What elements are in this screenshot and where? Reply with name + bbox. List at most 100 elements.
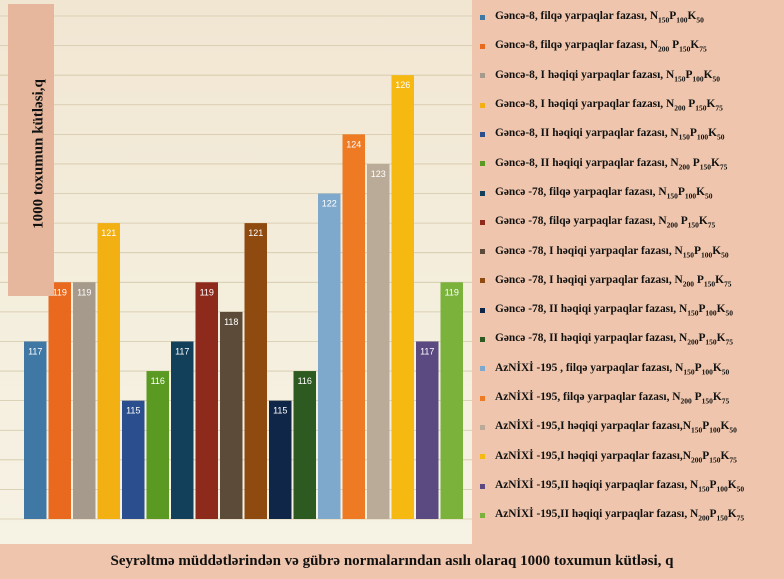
bar [318,193,341,519]
legend-formula-element: N [670,156,679,169]
legend-formula-subscript: 50 [729,425,737,435]
legend-formula-element: N [649,10,659,23]
legend-formula-element: K [698,215,708,228]
legend-item: Gəncə-8, filqə yarpaqlar fazası, N150P10… [478,4,704,31]
legend-formula-element: N [665,98,675,110]
legend-formula-element: P [709,478,717,491]
bar-value-label: 119 [445,287,459,297]
legend-label-text: AzNİXİ -195, filqə yarpaqlar fazası, [495,391,673,403]
legend-item: AzNİXİ -195, filqə yarpaqlar fazası, N20… [478,385,729,412]
legend-label: AzNİXİ -195,II həqiqi yarpaqlar fazası, … [495,479,744,493]
legend-formula-element: P [694,361,702,374]
bar [48,282,71,519]
legend-formula-element: P [689,127,697,140]
legend-item: AzNİXİ -195,I həqiqi yarpaqlar fazası,N1… [478,414,737,441]
legend-label: Gəncə-8, I həqiqi yarpaqlar fazası, N150… [495,69,720,83]
legend-swatch [480,161,485,167]
legend-formula-subscript: 100 [684,191,697,201]
legend-formula-subscript: 50 [721,366,730,376]
bar [391,75,414,520]
legend-formula-element: N [690,508,699,521]
y-axis-label: 1000 toxumun kütləsi,q [30,79,47,229]
legend-label: AzNİXİ -195,I həqiqi yarpaqlar fazası,N2… [495,450,737,464]
legend-formula-subscript: 75 [736,513,745,523]
bar [342,134,365,519]
legend-formula-element: N [658,215,667,228]
legend-label-text: AzNİXİ -195 , filqə yarpaqlar fazası, [495,361,676,374]
legend-swatch [480,424,485,430]
legend-swatch [480,14,485,20]
bar [440,282,463,519]
legend-formula-subscript: 100 [696,132,709,142]
legend-item: AzNİXİ -195 , filqə yarpaqlar fazası, N 1… [478,356,729,383]
legend-label: Gəncə-8, filqə yarpaqlar fazası, N200 P1… [495,39,707,53]
legend-formula-element: N [670,127,679,140]
bar [171,341,194,519]
bar-value-label: 119 [53,287,67,297]
legend-formula-element: K [720,449,730,462]
legend-formula-element: P [694,244,701,257]
bar-value-label: 117 [420,346,434,356]
legend-label-text: Gəncə-8, filqə yarpaqlar fazası, [495,39,650,52]
legend-formula-subscript: 50 [721,249,729,259]
bar-value-label: 119 [77,287,91,297]
legend-formula-element: P [702,449,710,462]
legend-label-text: Gəncə-8, II həqiqi yarpaqlar fazası, [495,156,671,169]
legend-formula-element: N [675,361,684,374]
legend-formula-element: N [665,68,675,81]
legend-formula-subscript: 150 [690,425,703,435]
legend-formula-element: K [706,98,716,110]
legend-formula-subscript: 150 [705,337,717,347]
legend-formula-subscript: 150 [687,220,699,230]
legend-item: Gəncə-8, I həqiqi yarpaqlar fazası, N150… [478,63,720,90]
legend-label-text: Gəncə-8, I həqiqi yarpaqlar fazası, [495,68,666,81]
legend-formula-element: P [685,68,693,81]
legend-formula-element: P [677,215,688,228]
bar-value-label: 115 [273,406,287,416]
legend-formula-subscript: 75 [715,103,723,113]
legend-label-text: Gəncə -78, I həqiqi yarpaqlar fazası, [495,244,675,257]
legend-formula-subscript: 150 [682,249,694,259]
bar-chart: 117 119 119 121 115 116 117 119 118 121 115 116 122 1… [0,15,472,520]
legend-formula-subscript: 200 [698,513,710,523]
legend-label-text: Gəncə-8, I həqiqi yarpaqlar fazası, [495,98,666,110]
bar [416,341,439,519]
legend-label-text: Gəncə-8, II həqiqi yarpaqlar fazası, [495,127,671,140]
legend-label: Gəncə-8, I həqiqi yarpaqlar fazası, N200… [495,98,723,112]
legend-swatch [480,512,485,518]
legend-label-text: Gəncə -78, filqə yarpaqlar fazası, [495,215,659,228]
legend-formula-subscript: 75 [699,44,707,54]
legend-formula-element: N [674,273,683,286]
legend-formula-element: N [672,391,681,403]
legend-formula-element: K [720,420,730,433]
legend-formula-subscript: 200 [680,396,692,406]
legend-formula-subscript: 200 [682,279,694,289]
legend-swatch [480,395,485,401]
legend-label-text: AzNİXİ -195,I həqiqi yarpaqlar fazası, [495,449,683,462]
legend-formula-subscript: 100 [709,425,721,435]
legend-formula-subscript: 150 [716,513,728,523]
legend-formula-subscript: 100 [701,366,713,376]
legend-label: Gəncə -78, II həqiqi yarpaqlar fazası, N… [495,303,733,317]
legend-formula-element: K [690,39,700,52]
legend-swatch [480,337,485,343]
x-axis-label-box: Seyrəltmə müddətlərindən və gübrə normal… [0,544,784,579]
legend-swatch [480,307,485,313]
legend-formula-element: P [685,98,696,110]
legend-swatch [480,366,485,372]
bar-value-label: 121 [101,228,116,238]
bar [146,371,169,519]
bar-value-label: 122 [322,199,337,209]
legend-formula-element: P [709,508,717,521]
legend-formula-element: P [694,273,704,286]
bar-value-label: 117 [28,346,42,356]
legend-label: Gəncə -78, filqə yarpaqlar fazası, N150P… [495,186,712,200]
bar-value-label: 118 [224,317,238,327]
legend-formula-element: N [682,449,691,462]
legend-formula-subscript: 200 [678,161,690,171]
legend-swatch [480,190,485,196]
legend-formula-element: K [727,478,737,491]
legend-formula-subscript: 100 [692,73,704,83]
legend-formula-element: N [678,303,688,316]
legend-formula-subscript: 150 [687,308,699,318]
